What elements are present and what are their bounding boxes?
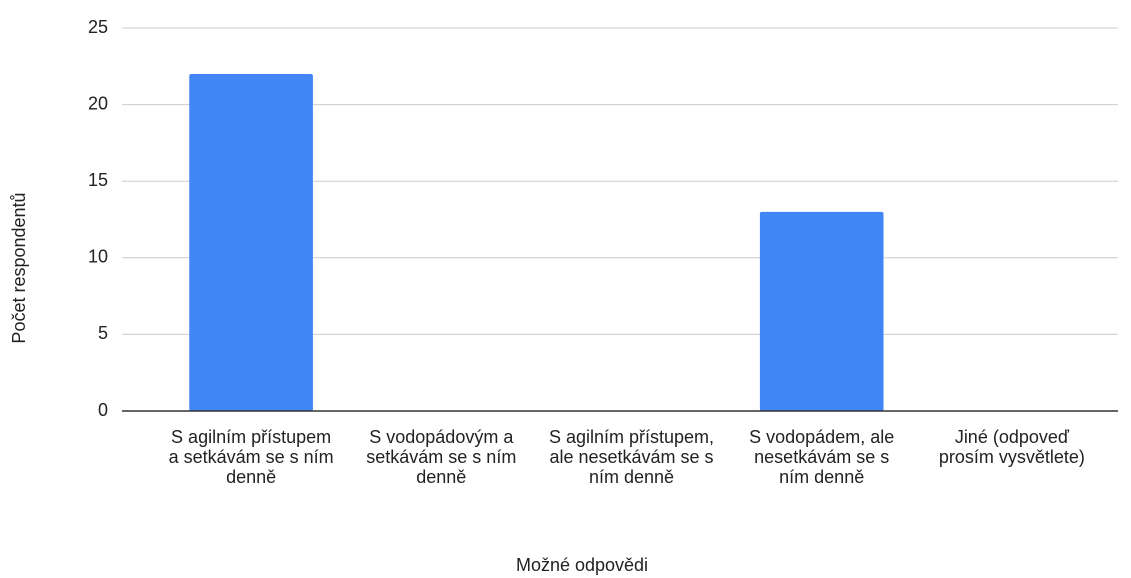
y-tick-label: 15 — [88, 170, 108, 190]
x-axis-title: Možné odpovědi — [516, 555, 648, 575]
x-tick-label: S agilním přístupem, ale nesetkávám se s… — [548, 427, 715, 487]
x-tick-label: Jiné (odpoveď prosím vysvětlete) — [938, 427, 1085, 467]
x-tick-label: S vodopádovým a setkávám se s ním denně — [366, 427, 517, 487]
x-tick-label: S agilním přístupem a setkávám se s ním … — [168, 427, 334, 487]
y-tick-label: 20 — [88, 93, 108, 113]
y-axis-title: Počet respondentů — [9, 192, 29, 343]
y-tick-label: 10 — [88, 247, 108, 267]
x-tick-label: S vodopádem, ale nesetkávám se s ním den… — [749, 427, 895, 487]
y-tick-label: 0 — [98, 400, 108, 420]
bar — [759, 211, 884, 411]
y-tick-label: 25 — [88, 17, 108, 37]
y-tick-label: 5 — [98, 323, 108, 343]
bar — [189, 73, 313, 412]
